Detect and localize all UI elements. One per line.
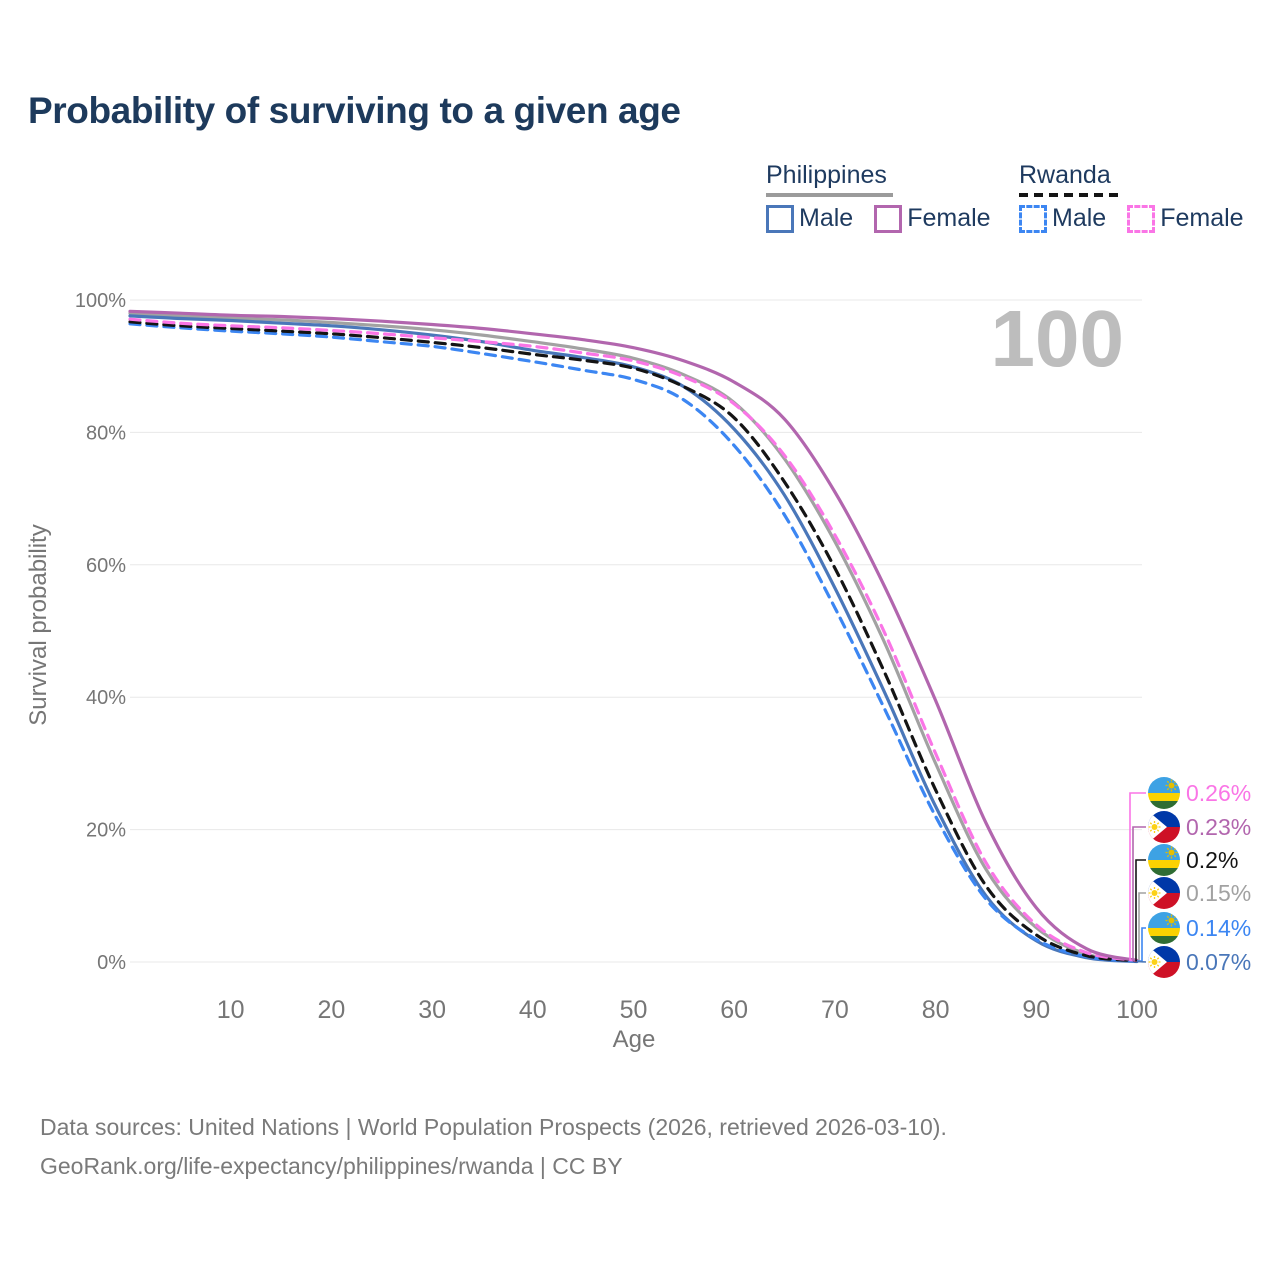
x-tick-label-20: 20 (317, 996, 345, 1024)
x-tick-label-30: 30 (418, 996, 446, 1024)
rwanda-line-sample (1019, 193, 1120, 197)
flag-philippines-icon (1148, 811, 1180, 843)
data-sources-line: Data sources: United Nations | World Pop… (40, 1114, 947, 1140)
y-tick-label-20: 20% (86, 820, 126, 842)
legend-group-philippines: Philippines Male Female (766, 161, 1012, 233)
x-axis-title: Age (613, 1026, 656, 1053)
footer: Data sources: United Nations | World Pop… (40, 1108, 947, 1186)
legend-country-philippines[interactable]: Philippines (766, 161, 887, 189)
curve-rwanda-male (128, 322, 1139, 963)
curve-philippines-female (128, 309, 1139, 963)
end-label-philippines-female: 0.23% (1186, 814, 1251, 840)
curve-rwanda-both-sexes (128, 320, 1139, 963)
flag-rwanda-icon (1148, 912, 1180, 944)
philippines-female-label[interactable]: Female (907, 204, 991, 232)
flag-philippines-icon (1148, 946, 1180, 978)
x-tick-label-60: 60 (720, 996, 748, 1024)
curve-philippines-both-sexes (128, 311, 1139, 963)
y-tick-label-80: 80% (86, 422, 126, 444)
philippines-male-checkbox[interactable] (766, 204, 794, 233)
y-tick-label-60: 60% (86, 555, 126, 577)
x-tick-label-100: 100 (1116, 996, 1158, 1024)
sun-glyph (1151, 959, 1158, 965)
end-label-philippines-both-sexes: 0.15% (1186, 880, 1251, 906)
rwanda-male-checkbox[interactable] (1019, 204, 1047, 233)
rwanda-female-checkbox[interactable] (1127, 204, 1156, 233)
rwanda-male-label[interactable]: Male (1052, 204, 1107, 232)
rwanda-female-label[interactable]: Female (1160, 204, 1244, 232)
sun-glyph (1151, 824, 1158, 830)
x-tick-label-70: 70 (821, 996, 849, 1024)
flag-philippines-icon (1148, 877, 1180, 909)
philippines-male-label[interactable]: Male (799, 204, 854, 232)
sun-glyph (1168, 917, 1175, 924)
attribution-line: GeoRank.org/life-expectancy/philippines/… (40, 1153, 623, 1179)
leader-line-philippines-male (1136, 960, 1147, 963)
end-label-rwanda-both-sexes: 0.2% (1186, 847, 1238, 873)
sun-glyph (1151, 890, 1158, 896)
philippines-female-checkbox[interactable] (874, 204, 903, 233)
leader-line-rwanda-both-sexes (1135, 859, 1146, 962)
legend-group-rwanda: Rwanda Male Female (1019, 161, 1265, 233)
y-tick-label-100: 100% (75, 290, 126, 312)
plot-area[interactable] (130, 300, 1142, 962)
flag-rwanda-icon (1148, 844, 1180, 876)
y-tick-label-0: 0% (97, 952, 126, 974)
x-tick-label-10: 10 (217, 996, 245, 1024)
curve-philippines-male (128, 314, 1139, 964)
y-axis-title: Survival probability (25, 524, 52, 725)
end-label-rwanda-male: 0.14% (1186, 915, 1251, 941)
end-label-philippines-male: 0.07% (1186, 949, 1251, 975)
page-title: Probability of surviving to a given age (28, 90, 681, 131)
age-cursor-watermark: 100 (991, 294, 1124, 383)
curve-rwanda-female (128, 317, 1139, 962)
x-tick-label-50: 50 (620, 996, 648, 1024)
leader-line-philippines-female (1132, 826, 1146, 962)
flag-rwanda-icon (1148, 777, 1180, 809)
sun-glyph (1168, 849, 1175, 856)
y-tick-label-40: 40% (86, 687, 126, 709)
legend-country-rwanda[interactable]: Rwanda (1019, 161, 1111, 189)
x-tick-label-90: 90 (1022, 996, 1050, 1024)
philippines-line-sample (766, 193, 893, 197)
sun-glyph (1168, 782, 1175, 789)
end-label-rwanda-female: 0.26% (1186, 780, 1251, 806)
x-tick-label-40: 40 (519, 996, 547, 1024)
x-tick-label-80: 80 (922, 996, 950, 1024)
